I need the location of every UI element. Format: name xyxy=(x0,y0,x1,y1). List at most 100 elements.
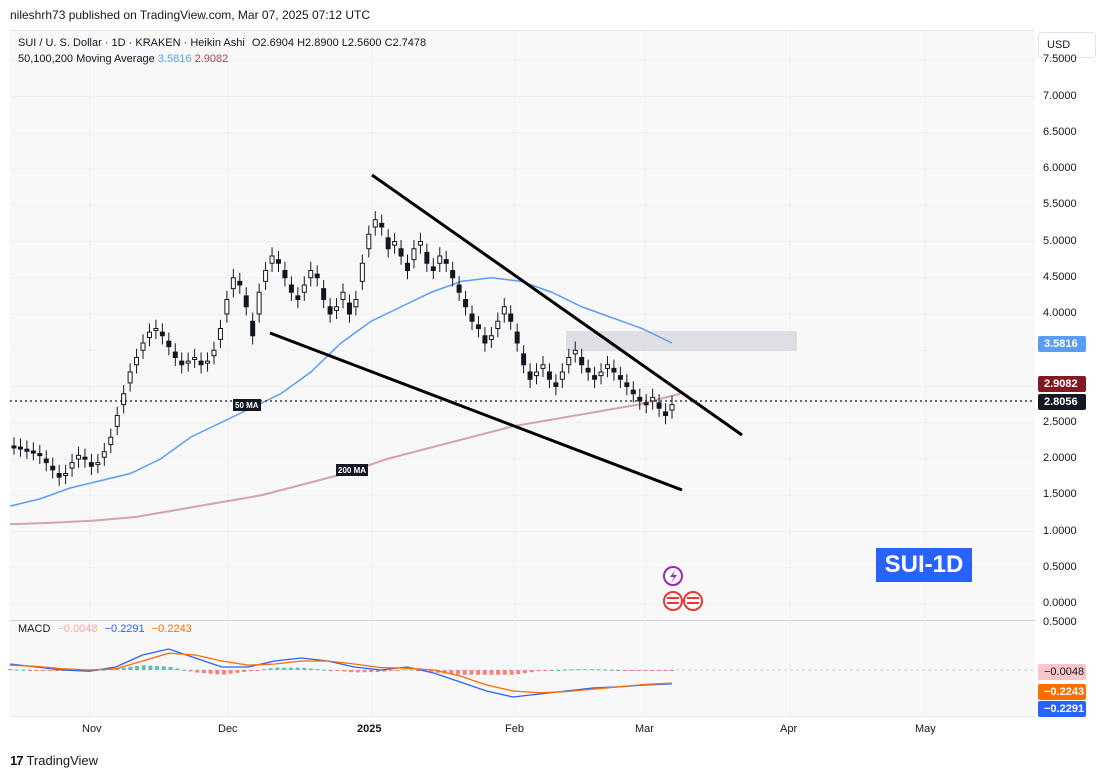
candle-body xyxy=(37,453,43,457)
candle-body xyxy=(417,241,423,246)
candle-body xyxy=(101,451,107,458)
candle-body xyxy=(637,396,643,402)
candle-body xyxy=(514,331,520,344)
candle-body xyxy=(205,360,211,364)
macd-histogram-bar xyxy=(41,670,46,671)
macd-histogram-bar xyxy=(569,669,574,671)
macd-axis-label: 0.5000 xyxy=(1043,616,1077,628)
upper-trendline xyxy=(371,173,743,437)
time-label-dec: Dec xyxy=(218,723,238,735)
macd-histogram-bar xyxy=(496,670,501,675)
macd-title[interactable]: MACD xyxy=(18,623,51,635)
time-label-2025: 2025 xyxy=(357,723,382,735)
candle-body xyxy=(224,299,230,315)
ma-value-50: 3.5816 xyxy=(157,53,192,65)
macd-histogram-bar xyxy=(456,670,461,675)
candle-body xyxy=(430,266,436,271)
candle-body xyxy=(217,328,223,340)
candle-body xyxy=(172,351,178,358)
macd-histogram-bar xyxy=(114,668,119,670)
candle-body xyxy=(508,313,514,322)
candle-body xyxy=(495,320,501,329)
candle-body xyxy=(134,357,140,366)
macd-histogram-bar xyxy=(576,669,581,671)
macd-signal-tag: −0.2243 xyxy=(1038,684,1086,700)
macd-histogram-bar xyxy=(636,670,641,671)
macd-histogram-bar xyxy=(549,670,554,671)
macd-histogram-bar xyxy=(542,670,547,671)
price-axis-label: 0.5000 xyxy=(1043,560,1077,573)
macd-histogram-bar xyxy=(476,670,481,675)
macd-legend: MACD −0.0048 −0.2291 −0.2243 xyxy=(18,623,192,635)
candle-body xyxy=(546,371,552,380)
macd-histogram-bar xyxy=(369,670,374,673)
macd-histogram-bar xyxy=(656,670,661,671)
lightning-event-icon xyxy=(670,570,677,583)
us-flag-event-icon xyxy=(683,591,703,611)
candle-body xyxy=(295,295,301,300)
macd-pane[interactable] xyxy=(10,620,1035,716)
candle-body xyxy=(617,375,623,380)
macd-histogram-bar xyxy=(215,670,220,675)
candle-body xyxy=(43,458,49,464)
macd-line-tag: −0.2291 xyxy=(1038,701,1086,717)
price-axis-label: 6.5000 xyxy=(1043,125,1077,138)
candle-body xyxy=(282,270,288,279)
macd-histogram-bar xyxy=(589,669,594,671)
macd-histogram-bar xyxy=(516,670,521,675)
macd-histogram-bar xyxy=(328,670,333,671)
candle-body xyxy=(482,335,488,344)
candle-body xyxy=(592,375,598,380)
candle-body xyxy=(121,393,127,406)
macd-histogram-bar xyxy=(181,669,186,671)
time-label-apr: Apr xyxy=(780,723,798,735)
time-axis[interactable]: Nov Dec 2025 Feb Mar Apr May xyxy=(10,716,1035,740)
symbol-description[interactable]: SUI / U. S. Dollar · 1D · KRAKEN · Heiki… xyxy=(18,37,245,49)
price-axis-label: 5.5000 xyxy=(1043,198,1077,211)
macd-histogram-bar xyxy=(188,670,193,672)
candle-body xyxy=(63,473,69,476)
candle-body xyxy=(340,291,346,300)
candle-body xyxy=(301,284,307,293)
candle-body xyxy=(521,353,527,366)
macd-histogram-bar xyxy=(8,669,12,671)
ma-title[interactable]: 50,100,200 Moving Average xyxy=(18,53,155,65)
footer-brand[interactable]: TradingView xyxy=(26,752,99,768)
ma50-line xyxy=(9,276,673,507)
sui-1d-badge: SUI-1D xyxy=(876,548,972,582)
macd-line-value: −0.2291 xyxy=(104,623,145,635)
candle-body xyxy=(656,402,662,409)
candle-body xyxy=(192,357,198,360)
candle-body xyxy=(237,280,243,286)
macd-hist-tag: −0.0048 xyxy=(1038,664,1086,680)
candle-body xyxy=(256,291,262,315)
macd-histogram-bar xyxy=(529,670,534,673)
candle-body xyxy=(108,436,114,445)
price-axis-label: 7.5000 xyxy=(1043,53,1077,66)
candle-body xyxy=(559,371,565,380)
candle-body xyxy=(392,241,398,246)
publisher-text: nileshrh73 published on TradingView.com,… xyxy=(10,8,370,22)
macd-histogram-bar xyxy=(121,667,126,670)
candle-body xyxy=(630,389,636,395)
candle-body xyxy=(114,415,120,427)
currency-button[interactable]: USD xyxy=(1038,32,1096,58)
candle-body xyxy=(604,364,610,369)
macd-histogram-bar xyxy=(262,669,267,671)
candle-body xyxy=(443,259,449,264)
ma50-price-tag: 3.5816 xyxy=(1038,336,1086,352)
macd-histogram-bar xyxy=(308,668,313,670)
macd-histogram-bar xyxy=(221,670,226,675)
macd-histogram-bar xyxy=(54,670,59,671)
candle-body xyxy=(437,255,443,264)
candle-body xyxy=(411,248,417,261)
macd-histogram-bar xyxy=(429,670,434,673)
macd-histogram-bar xyxy=(389,670,394,671)
candle-body xyxy=(321,288,327,300)
tradingview-logo-icon[interactable]: 17 xyxy=(10,752,24,768)
candle-body xyxy=(398,248,404,257)
macd-histogram-bar xyxy=(342,670,347,672)
price-pane[interactable] xyxy=(10,30,1035,620)
macd-histogram-bar xyxy=(362,670,367,673)
